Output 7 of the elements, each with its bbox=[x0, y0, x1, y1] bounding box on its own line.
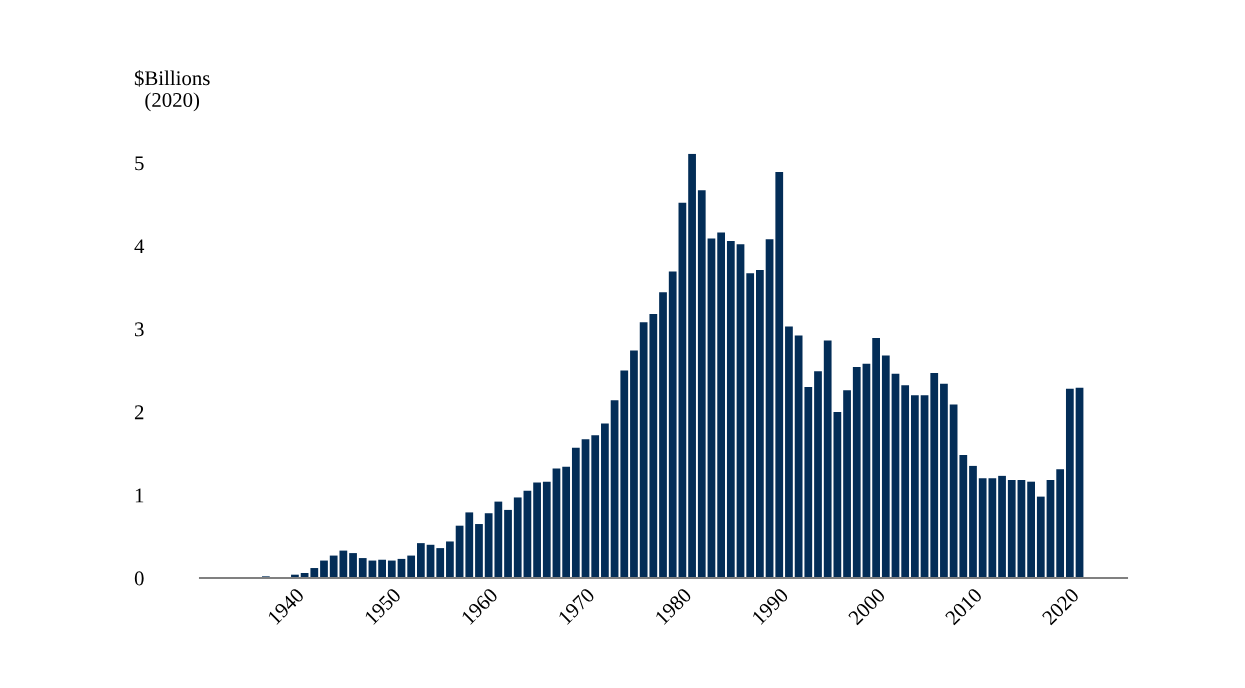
y-tick-label: 4 bbox=[134, 239, 145, 254]
y-tick-label: 2 bbox=[134, 405, 144, 420]
y-axis-title: $Billions (2020) bbox=[134, 69, 210, 112]
y-tick-label: 0 bbox=[134, 571, 144, 586]
y-tick-label: 3 bbox=[135, 322, 144, 337]
y-tick-label: 1 bbox=[135, 488, 144, 503]
y-tick-label: 5 bbox=[135, 156, 144, 171]
